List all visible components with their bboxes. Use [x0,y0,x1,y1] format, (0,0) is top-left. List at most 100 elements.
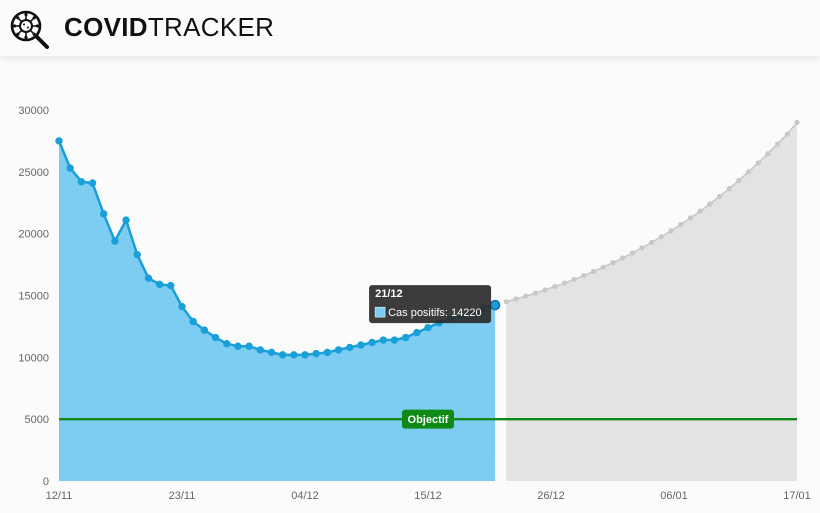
actual-point[interactable] [189,317,197,326]
actual-point[interactable] [413,328,421,337]
y-axis: 0 5000 10000 15000 20000 25000 30000 [18,105,49,488]
actual-point[interactable] [346,343,354,352]
actual-point[interactable] [178,302,186,311]
objective-label: Objectif [408,414,449,426]
projection-point[interactable] [658,234,664,240]
objective-line-group: Objectif [59,409,797,429]
actual-point[interactable] [144,274,153,282]
y-tick-label: 30000 [18,105,49,117]
actual-point[interactable] [267,348,276,357]
app-title-bold: COVID [64,12,148,42]
projection-point[interactable] [561,280,568,286]
actual-point[interactable] [133,250,141,259]
projection-point[interactable] [775,141,781,147]
app-title-light: TRACKER [147,12,275,42]
actual-point[interactable] [301,351,309,359]
chart-tooltip: 21/12 Cas positifs: 14220 [369,285,492,324]
actual-point[interactable] [489,299,501,311]
projection-point[interactable] [581,272,587,279]
x-tick-label: 26/12 [537,490,565,502]
x-axis: 12/11 23/11 04/12 15/12 26/12 06/01 17/01 [46,490,811,502]
projection-point[interactable] [745,169,752,175]
chart-area: 0 5000 10000 15000 20000 25000 30000 12/11 23/1… [0,56,820,508]
projection-point[interactable] [629,250,635,256]
projection-point[interactable] [590,268,597,275]
actual-point[interactable] [234,342,242,350]
actual-point[interactable] [100,210,108,218]
projection-point[interactable] [687,215,694,221]
actual-point[interactable] [122,216,130,224]
actual-point[interactable] [111,237,119,245]
actual-point[interactable] [290,351,298,359]
app-title[interactable]: COVIDTRACKER [64,12,274,42]
projection-point[interactable] [668,228,674,234]
projection-point[interactable] [600,264,606,270]
objective-badge [402,409,454,429]
actual-point[interactable] [424,323,432,332]
actual-point[interactable] [278,351,287,359]
projection-point[interactable] [532,290,538,296]
projection-point[interactable] [503,299,509,305]
y-tick-label: 0 [43,476,49,488]
projection-point[interactable] [697,208,703,214]
actual-point[interactable] [312,349,320,358]
y-tick-label: 20000 [18,229,49,241]
actual-area [59,140,496,481]
actual-point[interactable] [401,333,410,342]
actual-point[interactable] [368,338,376,347]
actual-point[interactable] [323,348,332,357]
actual-point[interactable] [200,326,209,334]
actual-point[interactable] [379,336,387,344]
projection-point[interactable] [639,245,645,251]
actual-point[interactable] [245,342,253,350]
projection-point[interactable] [755,160,761,166]
projection-point[interactable] [552,283,558,290]
series-areas [59,122,797,482]
actual-point[interactable] [77,178,86,186]
actual-point[interactable] [66,164,74,172]
y-tick-label: 10000 [18,352,49,364]
projection-point[interactable] [619,255,626,261]
actual-point[interactable] [88,179,97,187]
projection-point[interactable] [523,293,529,299]
actual-point[interactable] [55,137,63,145]
app-header: COVIDTRACKER [0,0,820,56]
projection-point[interactable] [610,260,616,266]
projection-point[interactable] [794,119,800,125]
actual-point[interactable] [167,281,175,290]
virus-magnifier-icon[interactable] [7,7,51,51]
tooltip-value: Cas positifs: 14220 [388,307,482,319]
projection-point[interactable] [726,186,732,192]
actual-point[interactable] [357,341,365,349]
cases-chart[interactable]: 0 5000 10000 15000 20000 25000 30000 12/11 23/1… [0,56,820,508]
actual-point[interactable] [390,336,399,344]
projection-area [506,122,797,482]
projection-point[interactable] [513,296,519,302]
projection-point[interactable] [571,276,577,283]
projection-point[interactable] [542,287,548,293]
actual-point[interactable] [334,346,343,354]
projection-point[interactable] [765,151,771,157]
actual-point[interactable] [155,280,164,289]
actual-line [57,140,496,357]
projection-point[interactable] [649,239,655,246]
actual-point[interactable] [256,346,264,354]
actual-point[interactable] [211,333,220,342]
actual-point[interactable] [223,340,231,348]
tooltip-date: 21/12 [375,288,403,300]
x-tick-label: 04/12 [291,490,319,502]
x-tick-label: 23/11 [169,490,196,502]
x-tick-label: 06/01 [660,490,688,502]
projection-point[interactable] [707,201,713,207]
projection-point[interactable] [784,131,790,137]
tooltip-box [369,285,492,324]
x-tick-label: 17/01 [783,490,811,502]
projection-point[interactable] [716,193,723,200]
projection-point[interactable] [736,177,742,184]
y-tick-label: 25000 [18,167,49,179]
x-tick-label: 12/11 [46,490,73,502]
x-tick-label: 15/12 [414,490,442,502]
y-tick-label: 5000 [25,414,49,426]
projection-point[interactable] [678,221,684,228]
y-tick-label: 15000 [18,291,49,303]
